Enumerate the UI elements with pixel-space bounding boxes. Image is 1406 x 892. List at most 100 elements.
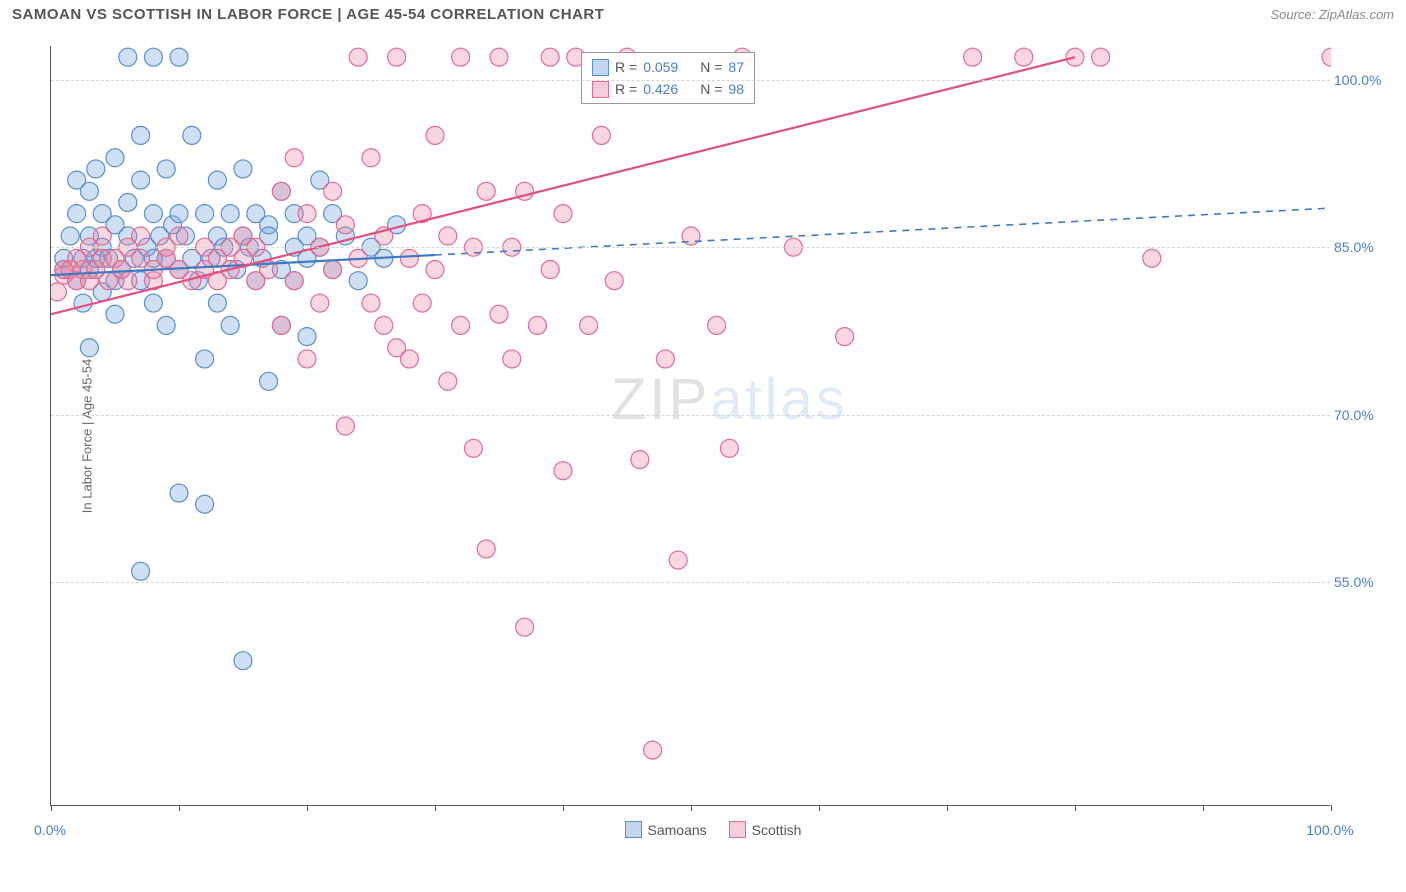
data-point [708,316,726,334]
data-point [119,48,137,66]
data-point [80,339,98,357]
legend-item: Samoans [625,821,707,838]
stats-legend-row: R = 0.059 N = 87 [592,56,744,78]
trend-line-solid [51,57,1075,314]
data-point [119,193,137,211]
data-point [87,160,105,178]
data-point [132,562,150,580]
data-point [554,462,572,480]
chart-container: In Labor Force | Age 45-54 ZIPatlas R =0… [38,36,1388,836]
data-point [183,126,201,144]
data-point [964,48,982,66]
data-point [170,227,188,245]
chart-title: SAMOAN VS SCOTTISH IN LABOR FORCE | AGE … [12,6,604,23]
data-point [170,484,188,502]
x-tick [1331,805,1332,811]
x-tick [307,805,308,811]
legend-label: Samoans [648,822,707,838]
data-point [426,126,444,144]
data-point [490,305,508,323]
data-point [93,227,111,245]
data-point [1015,48,1033,66]
data-point [311,294,329,312]
data-point [61,227,79,245]
data-point [1066,48,1084,66]
x-tick [1203,805,1204,811]
data-point [208,171,226,189]
r-value: 0.059 [643,56,678,78]
data-point [452,48,470,66]
gridline-h [51,582,1330,583]
data-point [631,451,649,469]
data-point [298,350,316,368]
data-point [336,417,354,435]
data-point [503,350,521,368]
data-point [516,618,534,636]
legend-swatch [729,821,746,838]
data-point [349,272,367,290]
legend-label: Scottish [752,822,802,838]
data-point [400,350,418,368]
legend-swatch [592,81,609,98]
data-point [336,216,354,234]
plot-area: ZIPatlas R =0.059N =87R =0.426N =98 55.0… [50,46,1330,806]
data-point [836,328,854,346]
stats-legend: R = 0.059 N = 87R =0.426N =98 [581,52,755,104]
plot-svg [51,46,1331,806]
data-point [144,48,162,66]
r-label: R = [615,56,637,78]
data-point [144,205,162,223]
data-point [170,48,188,66]
data-point [234,160,252,178]
y-tick-label: 55.0% [1334,574,1386,590]
n-label: N = [700,56,722,78]
gridline-h [51,415,1330,416]
data-point [272,182,290,200]
x-tick [563,805,564,811]
data-point [132,171,150,189]
data-point [362,149,380,167]
x-tick [947,805,948,811]
data-point [413,294,431,312]
data-point [592,126,610,144]
data-point [439,372,457,390]
data-point [208,294,226,312]
data-point [477,540,495,558]
stats-legend-row: R =0.426N =98 [592,78,744,100]
data-point [490,48,508,66]
y-tick-label: 85.0% [1334,239,1386,255]
data-point [426,261,444,279]
data-point [221,205,239,223]
data-point [68,205,86,223]
data-point [1092,48,1110,66]
data-point [528,316,546,334]
n-value: 87 [728,56,744,78]
n-value: 98 [728,78,744,100]
data-point [234,652,252,670]
data-point [272,316,290,334]
r-label: R = [615,78,637,100]
data-point [580,316,598,334]
data-point [439,227,457,245]
x-tick [819,805,820,811]
chart-source: Source: ZipAtlas.com [1270,7,1394,22]
legend-item: Scottish [729,821,802,838]
legend-swatch [592,59,609,76]
data-point [80,182,98,200]
gridline-h [51,247,1330,248]
data-point [1322,48,1331,66]
x-tick [691,805,692,811]
data-point [144,294,162,312]
data-point [554,205,572,223]
data-point [196,350,214,368]
data-point [196,205,214,223]
data-point [720,439,738,457]
data-point [656,350,674,368]
data-point [119,272,137,290]
data-point [157,160,175,178]
x-tick [1075,805,1076,811]
data-point [132,126,150,144]
data-point [74,294,92,312]
data-point [375,316,393,334]
data-point [285,149,303,167]
